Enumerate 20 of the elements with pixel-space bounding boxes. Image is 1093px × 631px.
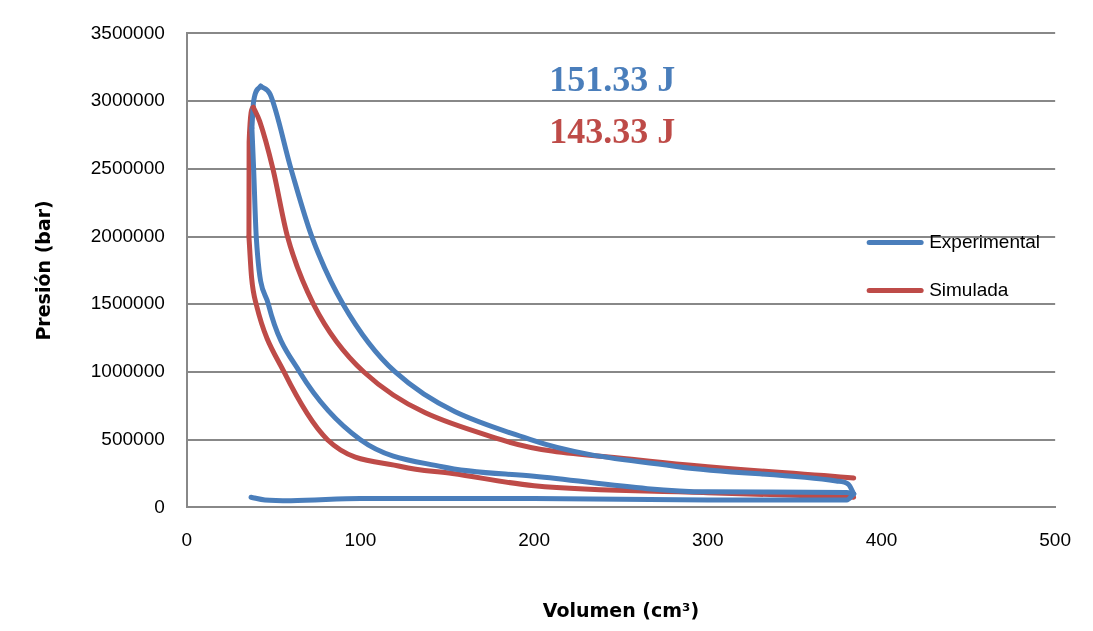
x-tick-label: 500 [1039, 529, 1071, 551]
y-tick-label: 500000 [101, 427, 165, 449]
legend-label: Simulada [929, 278, 1009, 300]
y-tick-label: 2500000 [90, 157, 165, 179]
y-axis-title: Presión (bar) [32, 200, 55, 341]
x-tick-label: 400 [865, 529, 898, 551]
x-tick-label: 300 [691, 529, 724, 551]
y-tick-label: 3500000 [90, 21, 165, 43]
annotation: 143.33 J [549, 110, 676, 151]
x-tick-label: 0 [181, 529, 193, 551]
x-tick-label: 100 [344, 529, 377, 551]
y-tick-label: 1500000 [90, 292, 165, 314]
x-axis-title: Volumen (cm³) [542, 598, 700, 621]
y-tick-label: 0 [154, 495, 165, 517]
annotation: 151.33 J [549, 58, 676, 99]
y-tick-label: 1000000 [90, 360, 165, 382]
y-tick-label: 3000000 [90, 89, 165, 111]
legend-label: Experimental [929, 230, 1041, 252]
x-tick-label: 200 [518, 529, 550, 551]
y-tick-label: 2000000 [90, 224, 165, 246]
